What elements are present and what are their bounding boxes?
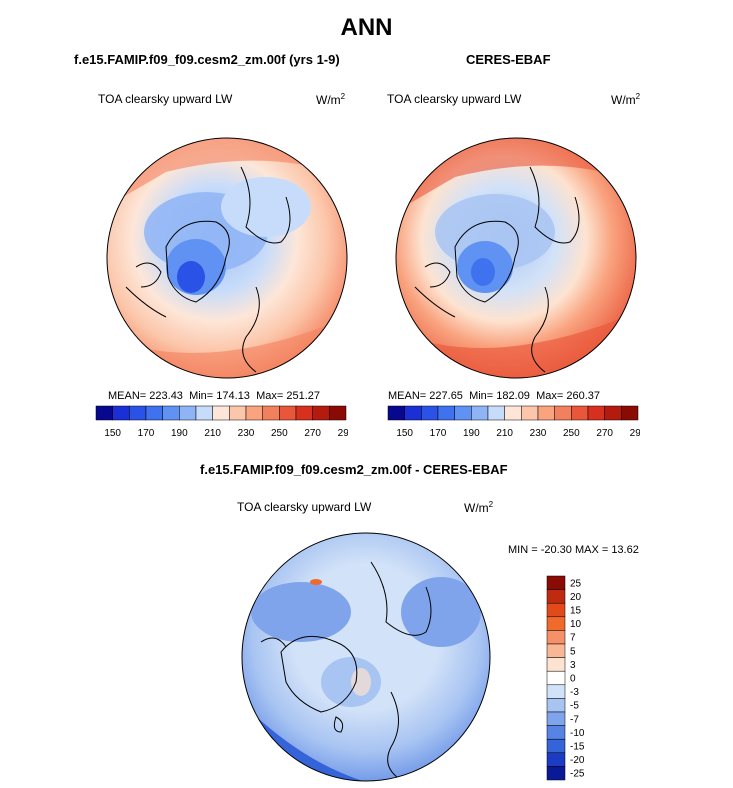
diff-colorbar-swatch	[546, 752, 566, 767]
panel-1-colorbar-swatch	[112, 405, 130, 421]
panel-1-colorbar: 150 170 190 210 230 250 270 290	[95, 405, 348, 439]
diff-colorbar-label: -7	[570, 714, 579, 725]
panel-2-colorbar-tick-label: 210	[496, 428, 513, 439]
diff-colorbar-label: 15	[570, 606, 582, 617]
panel-1-colorbar-swatch	[129, 405, 147, 421]
panel-1-colorbar-tick-label: 290	[338, 428, 348, 439]
diff-panel-unit-label: W/m2	[464, 500, 494, 515]
panel-2-polar-map	[395, 137, 637, 379]
diff-colorbar-label: -20	[570, 755, 585, 766]
diff-colorbar-swatch	[546, 711, 566, 726]
diff-panel-variable-label: TOA clearsky upward LW	[237, 500, 372, 514]
diff-colorbar-label: -3	[570, 687, 579, 698]
diff-colorbar-label: -10	[570, 728, 585, 739]
diff-colorbar-label: 3	[570, 660, 576, 671]
panel-2-colorbar-tick-label: 170	[430, 428, 447, 439]
panel-1-stats: MEAN= 223.43 Min= 174.13 Max= 251.27	[108, 390, 320, 402]
panel-2-colorbar-swatch	[587, 405, 605, 421]
panel-2-colorbar-tick-label: 290	[630, 428, 640, 439]
panel-2-colorbar-swatch	[404, 405, 422, 421]
panel-2-colorbar-tick-label: 250	[563, 428, 580, 439]
panel-2-colorbar-swatch	[537, 405, 555, 421]
panel-1-colorbar-swatch	[245, 405, 263, 421]
diff-colorbar-label: 7	[570, 633, 576, 644]
diff-colorbar-label: -15	[570, 742, 585, 753]
panel-2-colorbar-swatch	[554, 405, 572, 421]
panel-2-colorbar-swatch	[421, 405, 439, 421]
diff-colorbar-swatch	[546, 698, 566, 713]
panel-2-colorbar-swatch	[521, 405, 539, 421]
diff-colorbar-swatch	[546, 738, 566, 754]
diff-colorbar-swatch	[546, 616, 566, 631]
panel-1-colorbar-swatch	[312, 405, 330, 421]
panel-2-colorbar-swatch	[387, 405, 405, 421]
panel-2-colorbar-swatch	[471, 405, 489, 421]
panel-1-colorbar-tick-label: 250	[271, 428, 288, 439]
diff-colorbar-swatch	[546, 575, 566, 590]
diff-colorbar-label: 10	[570, 619, 582, 630]
diff-colorbar-swatch	[546, 684, 566, 699]
panel-1-polar-map	[106, 137, 348, 379]
panel-1-colorbar-swatch	[295, 405, 313, 421]
panel-1-variable-label: TOA clearsky upward LW	[98, 92, 233, 106]
diff-panel-title: f.e15.FAMIP.f09_f09.cesm2_zm.00f - CERES…	[200, 462, 508, 477]
panel-2-colorbar-swatch	[504, 405, 522, 421]
panel-1-colorbar-swatch	[95, 405, 113, 421]
diff-colorbar-swatch	[546, 766, 566, 781]
panel-1-colorbar-swatch	[145, 405, 163, 421]
diff-colorbar-swatch	[546, 630, 566, 645]
diff-colorbar-swatch	[546, 725, 566, 740]
diff-colorbar-swatch	[546, 643, 566, 658]
panel-1-colorbar-swatch	[212, 405, 230, 421]
diff-colorbar-label: 0	[570, 674, 576, 685]
panel-1-colorbar-swatch	[195, 405, 213, 421]
diff-panel-colorbar: 25 20 15 10 7 5 3 0 -3 -5 -7 -10 -15 -20 -25	[546, 575, 585, 781]
panel-2-colorbar: 150 170 190 210 230 250 270 290	[387, 405, 640, 439]
panel-1-colorbar-tick-label: 170	[138, 428, 155, 439]
panel-1-colorbar-tick-label: 190	[171, 428, 188, 439]
panel-2-colorbar-tick-label: 150	[396, 428, 413, 439]
panel-1-colorbar-tick-label: 270	[304, 428, 321, 439]
panel-2-variable-label: TOA clearsky upward LW	[387, 92, 522, 106]
panel-1-colorbar-swatch	[262, 405, 280, 421]
diff-colorbar-label: -5	[570, 701, 579, 712]
panel-1-unit-label: W/m2	[316, 92, 346, 107]
diff-colorbar-label: 25	[570, 578, 582, 589]
diff-colorbar-label: -25	[570, 769, 585, 780]
diff-panel-polar-map	[241, 532, 491, 782]
panel-1-colorbar-tick-label: 210	[204, 428, 221, 439]
panel-1-colorbar-swatch	[279, 405, 297, 421]
panel-1-colorbar-swatch	[162, 405, 180, 421]
panel-2-colorbar-swatch	[571, 405, 589, 421]
panel-1-colorbar-tick-label: 230	[238, 428, 255, 439]
panel-2-colorbar-swatch	[454, 405, 472, 421]
panel-2-unit-label: W/m2	[611, 92, 641, 107]
panel-2-colorbar-tick-label: 270	[596, 428, 613, 439]
panel-2-colorbar-tick-label: 230	[530, 428, 547, 439]
panel-2-colorbar-swatch	[621, 405, 639, 421]
panel-2-title: CERES-EBAF	[466, 52, 551, 67]
panel-1-colorbar-swatch	[179, 405, 197, 421]
diff-colorbar-label: 20	[570, 592, 582, 603]
panel-2-colorbar-swatch	[437, 405, 455, 421]
diff-panel-minmax: MIN = -20.30 MAX = 13.62	[508, 544, 639, 556]
diff-colorbar-label: 5	[570, 646, 576, 657]
diff-colorbar-swatch	[546, 602, 566, 618]
panel-1-title: f.e15.FAMIP.f09_f09.cesm2_zm.00f (yrs 1-…	[74, 52, 340, 67]
diff-colorbar-swatch	[546, 589, 566, 604]
main-title: ANN	[340, 14, 393, 41]
panel-2-stats: MEAN= 227.65 Min= 182.09 Max= 260.37	[388, 390, 600, 402]
diff-colorbar-swatch	[546, 670, 566, 686]
panel-2-colorbar-swatch	[487, 405, 505, 421]
panel-1-colorbar-swatch	[229, 405, 247, 421]
diff-colorbar-swatch	[546, 657, 566, 672]
panel-1-colorbar-swatch	[329, 405, 347, 421]
panel-2-colorbar-swatch	[604, 405, 622, 421]
panel-1-colorbar-tick-label: 150	[104, 428, 121, 439]
panel-2-colorbar-tick-label: 190	[463, 428, 480, 439]
